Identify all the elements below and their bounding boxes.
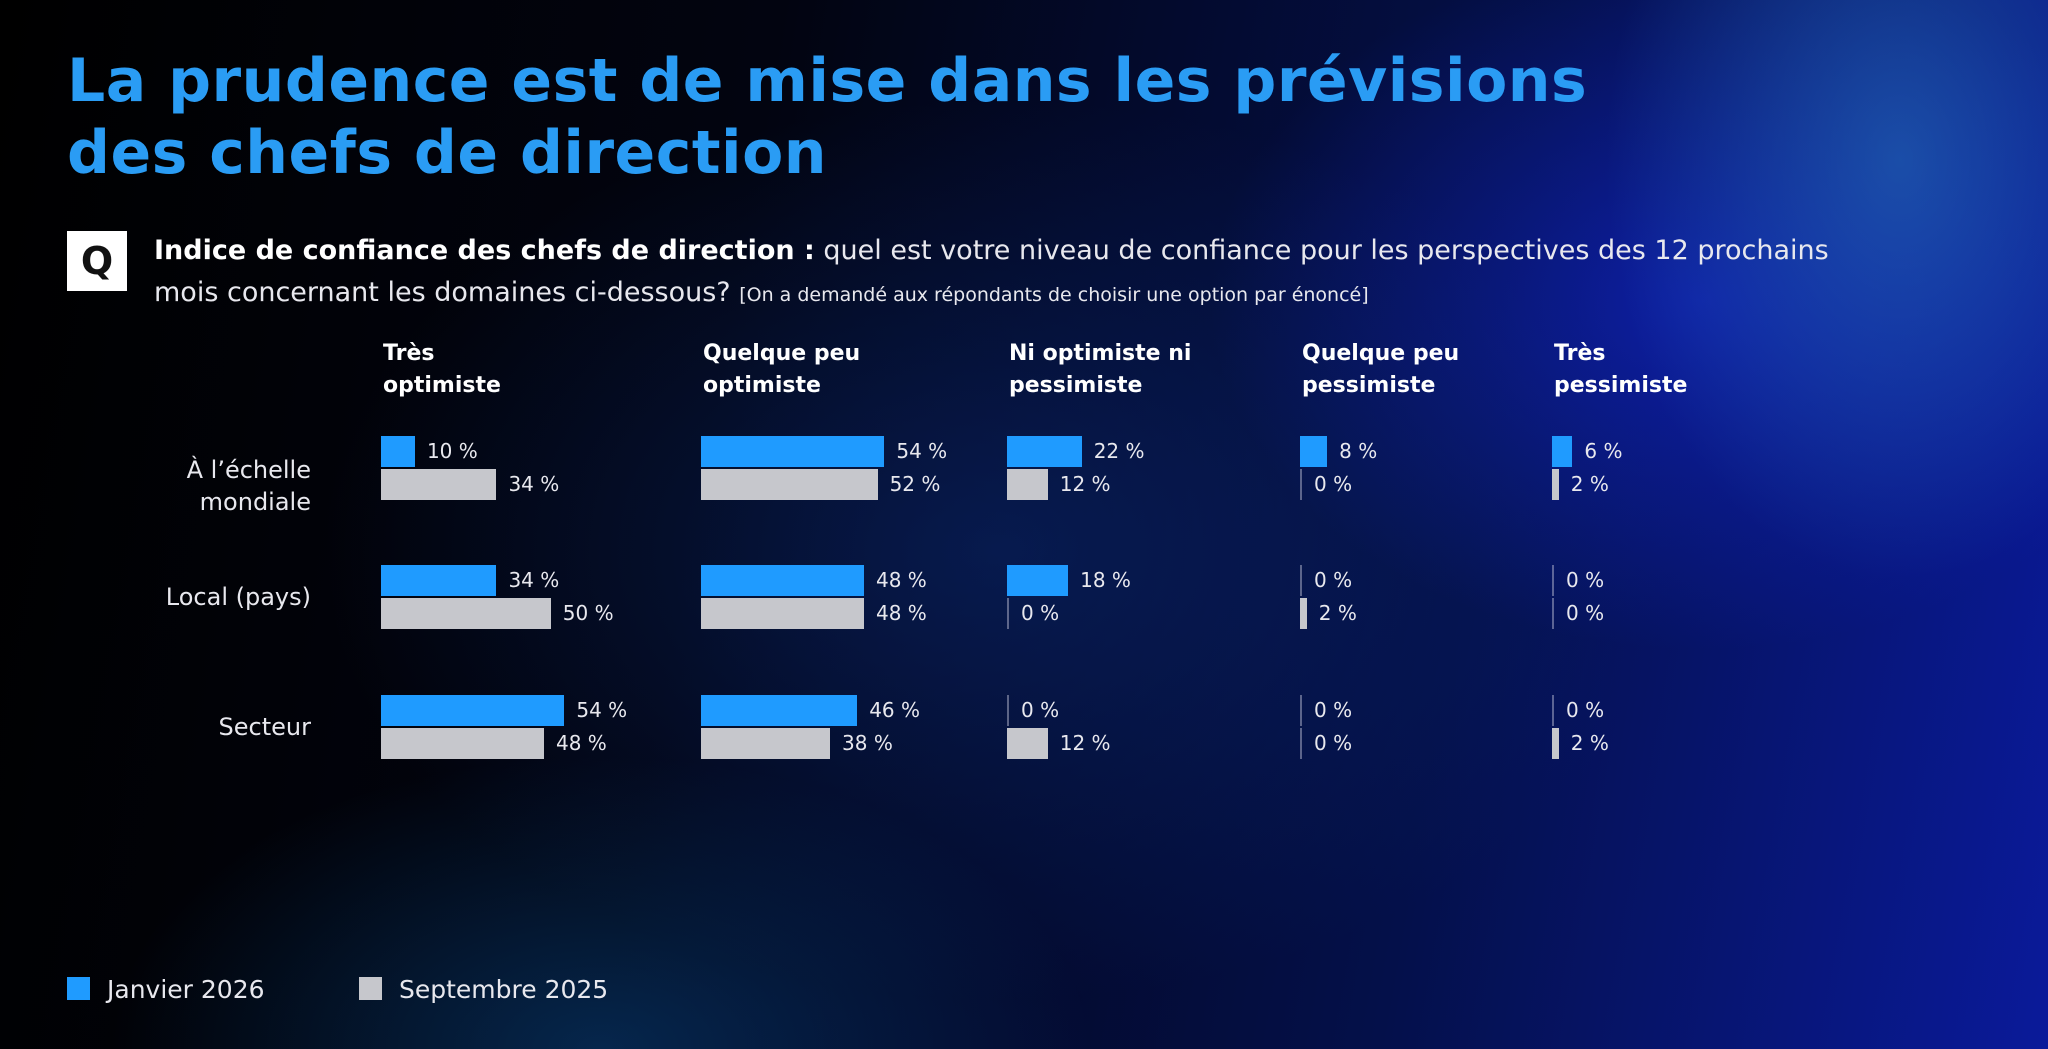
row-label: Local (pays) bbox=[165, 583, 311, 611]
panel-header: Ni optimiste ni bbox=[1009, 341, 1192, 366]
bar bbox=[701, 598, 864, 629]
bar bbox=[701, 469, 878, 500]
question-note: [On a demandé aux répondants de choisir … bbox=[739, 284, 1369, 306]
bar bbox=[1552, 598, 1554, 629]
bar bbox=[1552, 565, 1554, 596]
value-label: 0 % bbox=[1314, 472, 1353, 496]
value-label: 0 % bbox=[1021, 601, 1060, 625]
question-badge: Q bbox=[67, 231, 127, 291]
bar bbox=[701, 436, 885, 467]
bar bbox=[1552, 436, 1573, 467]
panel-header: Quelque peu bbox=[703, 341, 861, 366]
question-label: Indice de confiance des chefs de directi… bbox=[154, 235, 815, 266]
bar bbox=[1552, 695, 1554, 726]
value-label: 54 % bbox=[896, 439, 948, 463]
bar bbox=[1552, 469, 1559, 500]
panel-header: Quelque peu bbox=[1302, 341, 1460, 366]
value-label: 0 % bbox=[1314, 568, 1353, 592]
legend-label: Septembre 2025 bbox=[399, 975, 609, 1004]
value-label: 38 % bbox=[842, 731, 893, 755]
panel-header: optimiste bbox=[703, 373, 821, 398]
value-label: 2 % bbox=[1318, 601, 1357, 625]
question-text: quel est votre niveau de confiance pour … bbox=[154, 235, 1829, 308]
panel-header: Très bbox=[383, 341, 435, 366]
value-label: 2 % bbox=[1570, 472, 1609, 496]
bar bbox=[1300, 565, 1302, 596]
bar bbox=[701, 565, 864, 596]
panel-header: pessimiste bbox=[1302, 373, 1436, 398]
value-label: 34 % bbox=[508, 472, 560, 496]
bar bbox=[1007, 565, 1069, 596]
bar bbox=[1300, 469, 1302, 500]
value-label: 50 % bbox=[562, 601, 614, 625]
bar bbox=[1007, 436, 1082, 467]
value-label: 0 % bbox=[1566, 698, 1605, 722]
bar bbox=[1552, 728, 1559, 759]
value-label: 0 % bbox=[1021, 698, 1060, 722]
bar bbox=[1300, 436, 1328, 467]
value-label: 18 % bbox=[1080, 568, 1131, 592]
value-label: 2 % bbox=[1570, 731, 1609, 755]
value-label: 0 % bbox=[1566, 568, 1605, 592]
legend-label: Janvier 2026 bbox=[107, 975, 265, 1004]
value-label: 22 % bbox=[1093, 439, 1145, 463]
bar bbox=[1300, 728, 1302, 759]
row-label: Secteur bbox=[218, 713, 311, 741]
title-line: des chefs de direction bbox=[67, 118, 828, 188]
value-label: 34 % bbox=[508, 568, 560, 592]
bar bbox=[1007, 469, 1048, 500]
value-label: 48 % bbox=[876, 601, 927, 625]
bar bbox=[381, 728, 544, 759]
value-label: 48 % bbox=[876, 568, 927, 592]
panel-header: Très bbox=[1554, 341, 1606, 366]
bar bbox=[381, 469, 497, 500]
value-label: 52 % bbox=[889, 472, 941, 496]
bar bbox=[381, 436, 415, 467]
bar bbox=[381, 695, 565, 726]
legend-swatch bbox=[67, 977, 90, 1000]
legend-swatch bbox=[359, 977, 382, 1000]
value-label: 46 % bbox=[869, 698, 921, 722]
bar bbox=[701, 728, 831, 759]
bar bbox=[1300, 598, 1307, 629]
bar bbox=[1007, 598, 1009, 629]
value-label: 6 % bbox=[1584, 439, 1623, 463]
bar bbox=[381, 565, 497, 596]
bar bbox=[1007, 728, 1048, 759]
value-label: 0 % bbox=[1566, 601, 1605, 625]
value-label: 10 % bbox=[426, 439, 478, 463]
bar bbox=[701, 695, 858, 726]
bar bbox=[1007, 695, 1009, 726]
bar bbox=[381, 598, 551, 629]
value-label: 0 % bbox=[1314, 731, 1353, 755]
value-label: 0 % bbox=[1314, 698, 1353, 722]
value-label: 54 % bbox=[576, 698, 628, 722]
value-label: 12 % bbox=[1059, 472, 1111, 496]
panel-header: pessimiste bbox=[1009, 373, 1143, 398]
panel-header: pessimiste bbox=[1554, 373, 1688, 398]
value-label: 12 % bbox=[1059, 731, 1111, 755]
title-line: La prudence est de mise dans les prévisi… bbox=[67, 46, 1588, 116]
row-label: À l’échelle mondiale bbox=[186, 456, 311, 516]
bar bbox=[1300, 695, 1302, 726]
value-label: 8 % bbox=[1339, 439, 1378, 463]
value-label: 48 % bbox=[556, 731, 607, 755]
panel-header: optimiste bbox=[383, 373, 501, 398]
question: Indice de confiance des chefs de directi… bbox=[154, 230, 1874, 316]
